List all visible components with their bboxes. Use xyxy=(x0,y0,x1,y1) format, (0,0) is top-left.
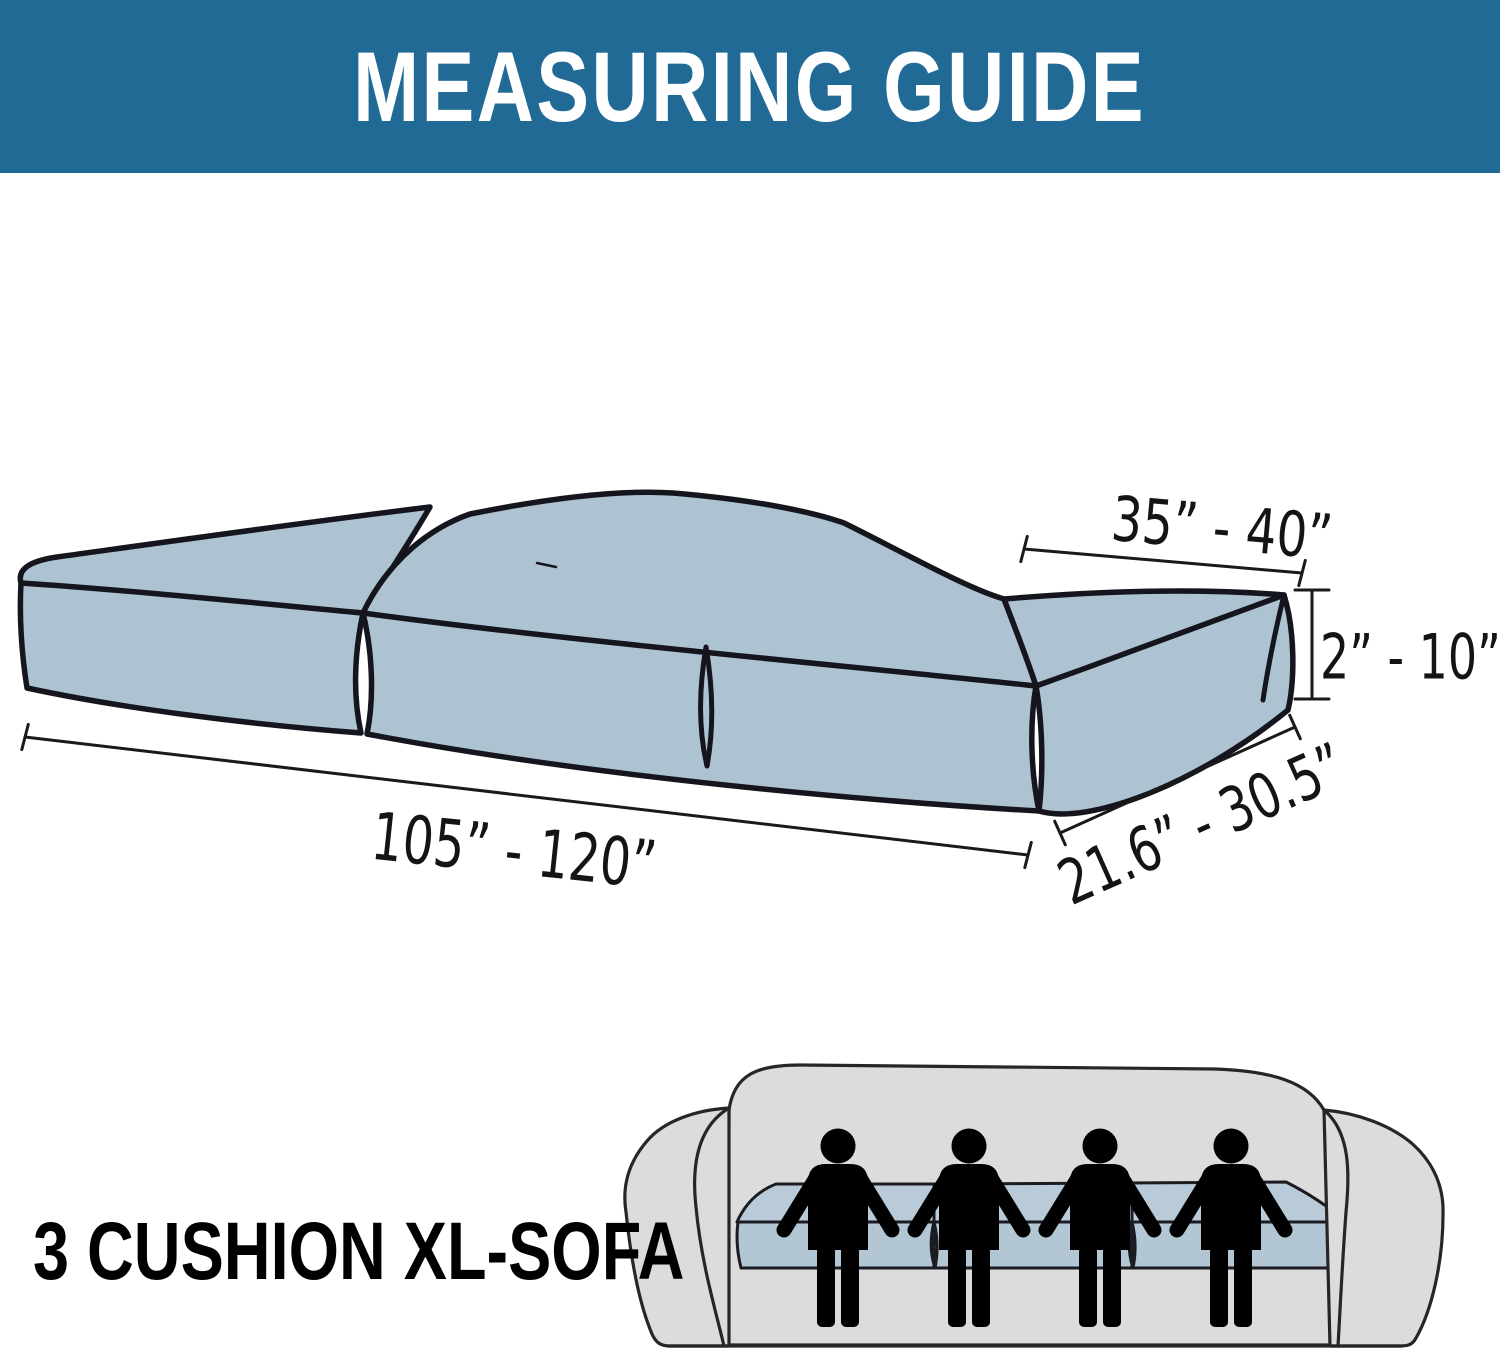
cushion-2 xyxy=(360,489,1042,814)
total-length-dimension-line xyxy=(20,722,1033,870)
sofa-left-arm-roll xyxy=(693,1106,731,1348)
sofa-right-arm-roll xyxy=(1322,1108,1350,1348)
person-icon-1 xyxy=(776,1128,900,1327)
cushion-depth-dimension-line xyxy=(1053,713,1302,847)
cushion-3-side-edge xyxy=(1260,592,1287,703)
cushion-2-front-seam xyxy=(698,644,715,769)
person-icon-4 xyxy=(1169,1128,1293,1327)
sofa-cushion-seams xyxy=(929,1220,1137,1270)
sofa-left-arm xyxy=(623,1106,731,1348)
cushion-1 xyxy=(17,504,433,736)
sofa-arms xyxy=(623,1106,1445,1348)
stray-pen-mark xyxy=(535,561,558,569)
cushion-width-dimension-line xyxy=(1019,534,1307,588)
cushion-height-label: 2” - 10” xyxy=(1320,620,1500,694)
cushion-1-crease xyxy=(18,580,366,616)
cushion-diagram xyxy=(17,489,1296,817)
sofa-right-arm xyxy=(1322,1108,1445,1348)
sofa-type-caption: 3 CUSHION XL-SOFA xyxy=(33,1206,685,1297)
person-icon-2 xyxy=(907,1128,1031,1327)
cushion-3-body xyxy=(1001,588,1296,817)
page-title: MEASURING GUIDE xyxy=(353,30,1147,142)
person-icons xyxy=(776,1128,1293,1327)
cushion-height-dimension-line xyxy=(1293,588,1331,701)
sofa-icon xyxy=(623,1063,1445,1348)
header-banner: MEASURING GUIDE xyxy=(0,0,1500,173)
person-icon-3 xyxy=(1038,1128,1162,1327)
dimension-lines xyxy=(20,534,1331,870)
cushion-3-crease xyxy=(1033,592,1287,689)
cushion-3 xyxy=(1001,588,1296,817)
